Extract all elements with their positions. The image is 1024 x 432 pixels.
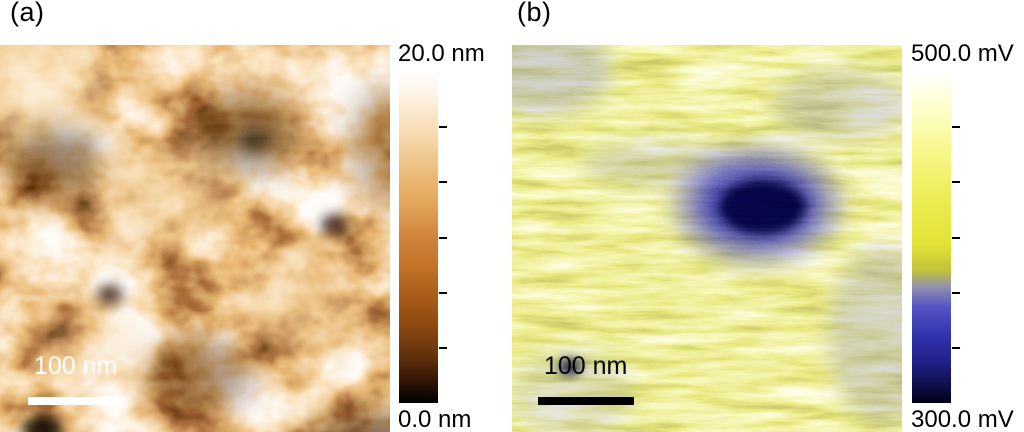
colorbar-tick [952, 181, 960, 184]
colorbar-tick [439, 126, 447, 129]
panel-a-scalebar [28, 397, 124, 405]
colorbar-tick [952, 291, 960, 294]
colorbar-tick [439, 346, 447, 349]
potential-image: 100 nm [512, 45, 902, 432]
colorbar-tick [952, 126, 960, 129]
panel-b-scalebar-label: 100 nm [544, 352, 628, 380]
panel-a-colorbar-min-label: 0.0 nm [398, 406, 472, 432]
potential-rendering [512, 45, 902, 432]
colorbar-tick [952, 346, 960, 349]
colorbar-tick [439, 291, 447, 294]
panel-a-scalebar-label: 100 nm [34, 352, 118, 380]
colorbar-tick [439, 236, 447, 239]
colorbar-tick [952, 236, 960, 239]
panel-b-colorbar-min-label: 300.0 mV [911, 406, 1014, 432]
panel-a-colorbar-max-label: 20.0 nm [398, 40, 485, 67]
panel-b-colorbar-max-label: 500.0 mV [911, 40, 1014, 67]
colorbar-tick [439, 181, 447, 184]
topography-rendering [0, 45, 390, 432]
panel-b-colorbar [912, 72, 960, 403]
panel-b-scalebar [538, 397, 634, 405]
panel-b-label: (b) [517, 0, 552, 27]
panel-a-colorbar [399, 72, 447, 403]
topography-image: 100 nm [0, 45, 390, 432]
panel-a-label: (a) [10, 0, 45, 27]
